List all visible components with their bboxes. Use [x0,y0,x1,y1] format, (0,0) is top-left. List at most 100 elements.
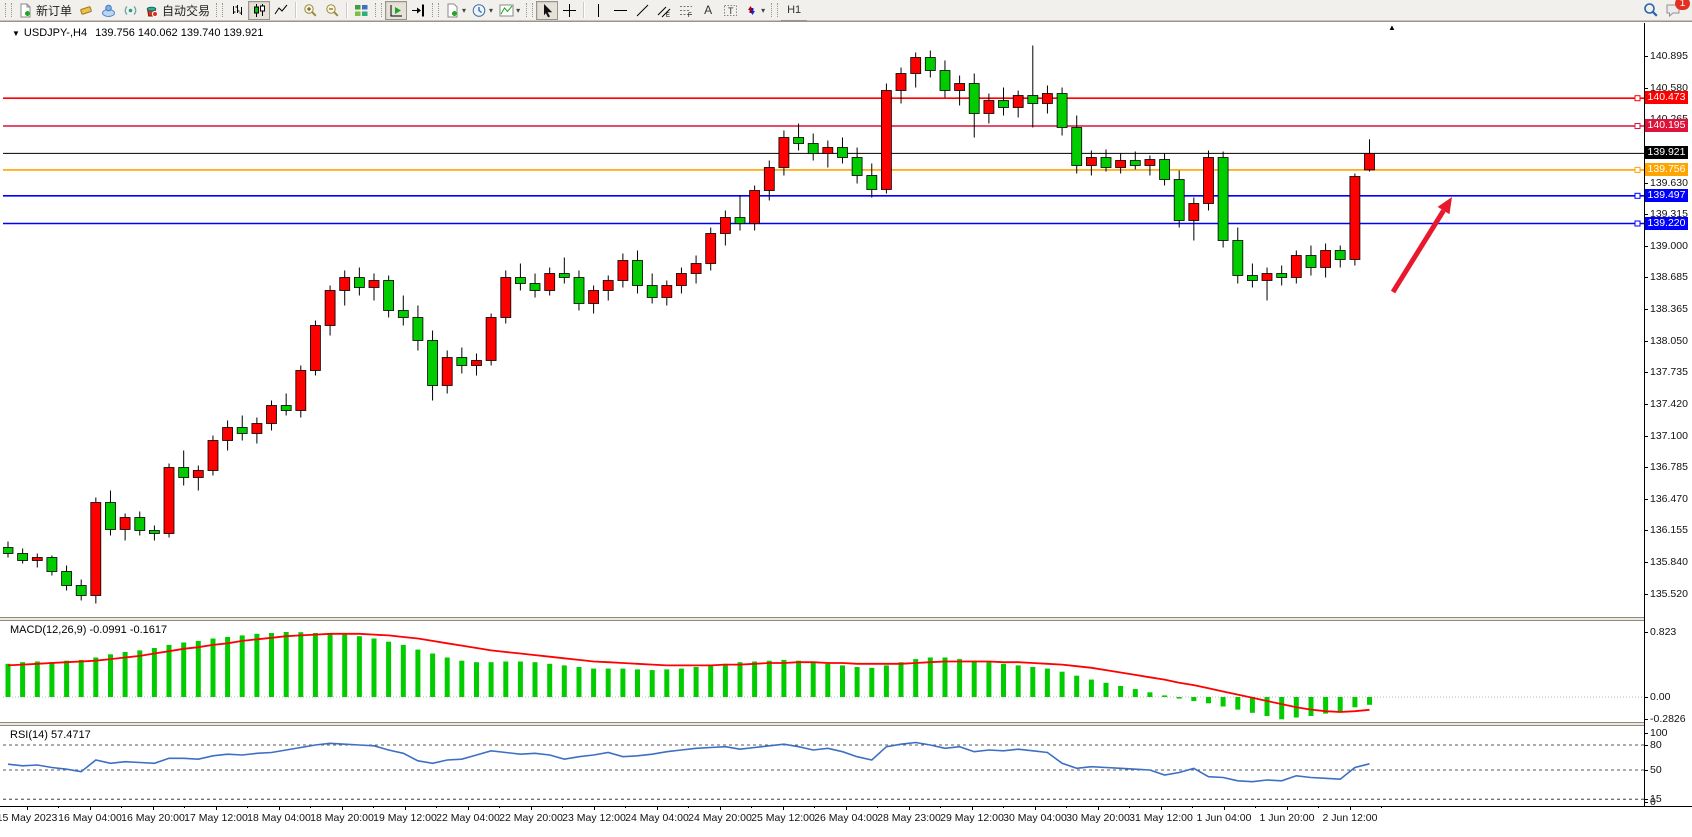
tile-windows-button[interactable] [350,1,372,20]
time-tick-mark [279,806,280,810]
time-tick-mark [720,806,721,810]
svg-text:T: T [728,6,734,16]
market-button[interactable] [75,1,97,20]
new-chart-button[interactable]: ▾ [442,1,469,20]
horizontal-line-icon [613,3,628,18]
cursor-button[interactable] [536,0,559,20]
time-axis-label: 24 May 04:00 [625,812,689,824]
time-axis-label: 26 May 04:00 [814,812,878,824]
community-icon [101,3,116,18]
time-tick-mark [342,806,343,810]
candlestick-chart-button[interactable] [248,0,271,20]
macd-chart [3,632,1644,720]
line-chart-button[interactable] [270,1,292,20]
text-button[interactable]: A [697,1,719,20]
level-price-label: 139.497 [1645,188,1688,202]
arrow-annotation[interactable] [1390,197,1452,294]
level-handle[interactable] [1634,166,1641,173]
autotrading-label: 自动交易 [162,3,211,18]
time-axis-label: 30 May 20:00 [1066,812,1130,824]
current-price-label: 139.921 [1645,146,1688,160]
svg-text:F: F [688,13,692,18]
auto-scroll-button[interactable] [385,0,408,20]
community-button[interactable] [97,1,119,20]
crosshair-button[interactable] [558,1,580,20]
level-handle[interactable] [1634,220,1641,227]
zoom-out-button[interactable] [321,1,343,20]
toolbar-grip[interactable] [5,3,12,17]
new-order-button[interactable]: 新订单 [15,1,75,20]
rsi-tick-label: 15 [1650,793,1662,806]
timeframe-h1-button[interactable]: H1 [781,1,807,20]
vertical-line-button[interactable] [587,1,609,20]
channel-button[interactable]: E [653,1,675,20]
level-handle[interactable] [1634,123,1641,129]
time-axis[interactable] [0,806,1692,837]
macd-tick-label: 0.00 [1650,691,1671,703]
time-tick-mark [1287,806,1288,810]
toolbar-grip[interactable] [432,3,440,17]
price-axis[interactable] [1644,23,1692,806]
signals-button[interactable] [119,1,141,20]
periods-button[interactable]: ▾ [469,1,496,20]
fibonacci-icon: F [679,3,694,18]
candlestick-chart[interactable] [3,23,1644,617]
macd-label: MACD(12,26,9) -0.0991 -0.1617 [10,624,168,636]
fibonacci-button[interactable]: F [675,1,697,20]
pane-splitter[interactable] [0,617,1692,621]
time-tick-mark [247,806,248,808]
arrows-button[interactable]: ▾ [741,1,768,20]
price-tick-label: 137.735 [1650,366,1688,378]
time-tick-mark [1098,806,1099,810]
toolbar-grip[interactable] [526,3,534,17]
time-tick-mark [90,806,91,810]
time-tick-mark [499,806,500,808]
time-tick-mark [27,806,28,810]
toolbar-grip[interactable] [375,3,383,17]
chart-title: ▼ USDJPY-,H4 139.756 140.062 139.740 139… [12,27,263,39]
time-tick-mark [184,806,185,808]
price-tick-label: 136.155 [1650,524,1688,536]
price-tick-label: 136.470 [1650,492,1688,505]
chart-shift-button[interactable] [407,1,429,20]
zoom-in-button[interactable] [299,1,321,20]
time-tick-mark [436,806,437,808]
price-tick-mark [1644,340,1648,342]
pane-splitter[interactable] [0,722,1692,726]
toolbar-grip[interactable] [771,3,779,17]
price-tick-label: 139.630 [1650,176,1688,189]
rsi-tick-mark [1644,770,1648,771]
time-tick-mark [310,806,311,808]
chart-shift-marker[interactable]: ▲ [1388,23,1396,32]
collapse-arrow-icon[interactable]: ▼ [12,28,20,38]
rsi-chart [3,741,1644,800]
macd-indicator-pane[interactable]: MACD(12,26,9) -0.0991 -0.1617 [3,621,1644,722]
text-label-button[interactable]: T [719,1,741,20]
rsi-indicator-pane[interactable]: RSI(14) 57.4717 [3,726,1644,806]
price-tick-label: 137.100 [1650,429,1688,442]
time-axis-label: 23 May 12:00 [562,812,626,824]
price-tick-mark [1644,530,1648,531]
time-tick-mark [1192,806,1193,808]
price-tick-mark [1644,87,1648,89]
svg-text:E: E [666,13,670,18]
horizontal-line-button[interactable] [609,1,631,20]
autotrading-button[interactable]: 自动交易 [141,1,213,20]
price-chart-pane[interactable]: ▼ USDJPY-,H4 139.756 140.062 139.740 139… [3,23,1644,617]
indicators-button[interactable]: ▾ [496,1,523,20]
trendline-button[interactable] [631,1,653,20]
time-axis-label: 24 May 20:00 [688,812,752,824]
price-tick-mark [1644,372,1648,373]
chat-button[interactable]: 1 [1662,0,1690,20]
price-tick-mark [1644,277,1648,278]
bar-chart-button[interactable] [226,1,248,20]
toolbar-grip[interactable] [216,3,224,17]
time-tick-mark [153,806,154,810]
time-tick-mark [814,806,815,808]
level-handle[interactable] [1634,95,1641,102]
zoom-in-icon [303,3,318,18]
level-handle[interactable] [1634,192,1641,199]
time-axis-label: 31 May 12:00 [1129,812,1193,824]
time-tick-mark [909,806,910,810]
search-button[interactable] [1640,1,1662,20]
